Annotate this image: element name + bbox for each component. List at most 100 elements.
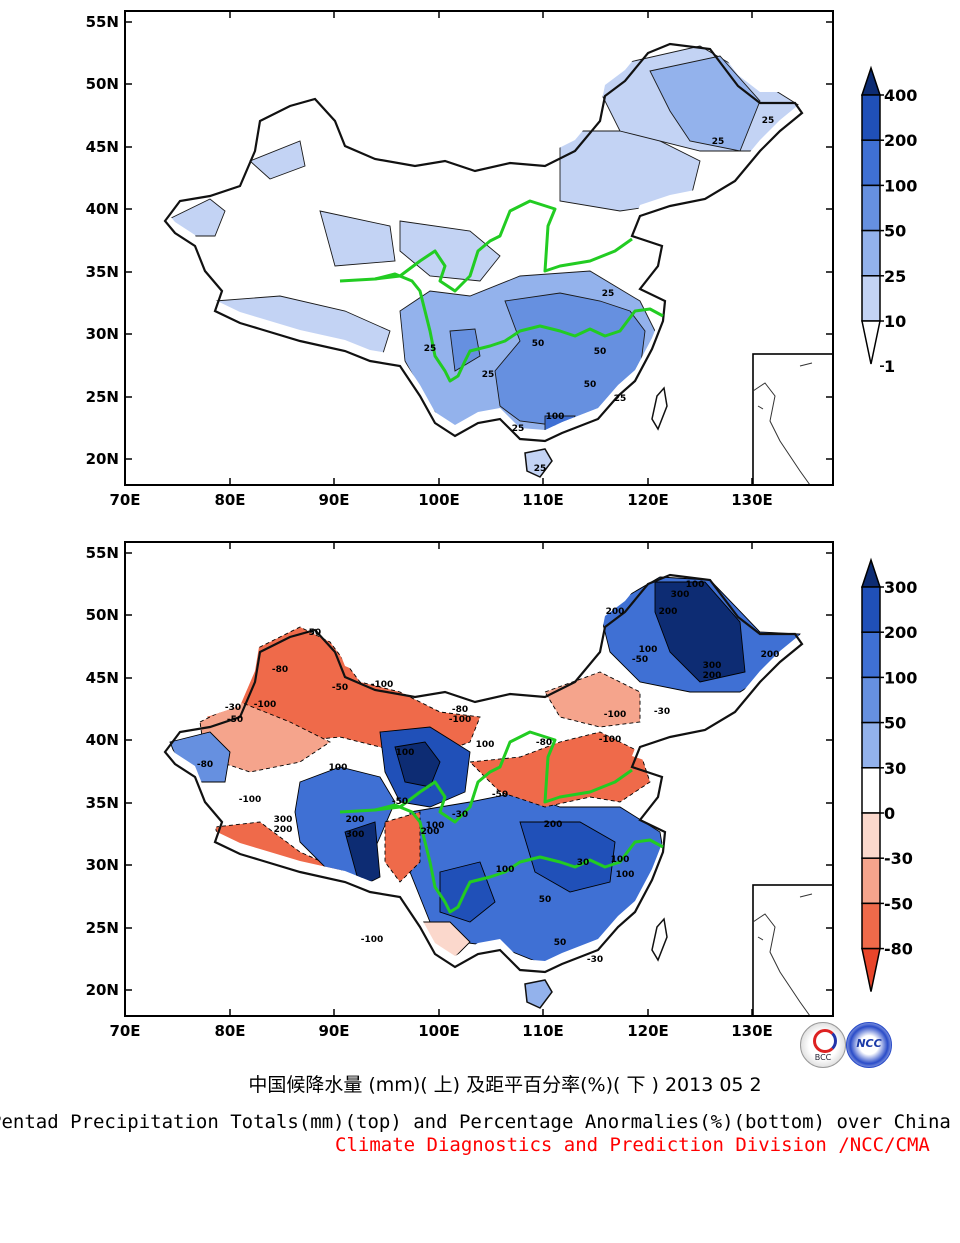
- contour-label: -50: [492, 790, 508, 800]
- contour-label: -100: [361, 935, 384, 945]
- contour-label: -30: [452, 810, 468, 820]
- lat-label: 30N: [86, 325, 119, 343]
- lat-label: 20N: [86, 450, 119, 468]
- contour-label: -80: [536, 738, 552, 748]
- contour-label: -30: [654, 707, 670, 717]
- colorbar-label: 10: [884, 312, 906, 331]
- contour-label: 200: [703, 671, 722, 681]
- contour-label: 300: [671, 590, 690, 600]
- yellow-river: [374, 730, 633, 824]
- colorbar-label: 200: [884, 131, 917, 150]
- contour-label: -100: [599, 735, 622, 745]
- contour-label: 30: [577, 858, 590, 868]
- contour-label: 200: [346, 815, 365, 825]
- lat-label: 50N: [86, 75, 119, 93]
- contour-label: 200: [606, 607, 625, 617]
- lon-label: 130E: [731, 491, 773, 509]
- colorbar-label: -50: [884, 894, 913, 913]
- colorbar-segment: [861, 94, 881, 141]
- contour-region-9: [439, 861, 496, 923]
- colorbar-label: 200: [884, 623, 917, 642]
- contour-label: 100: [611, 855, 630, 865]
- colorbar-label: 25: [884, 267, 906, 286]
- colorbar-segment: [861, 275, 881, 322]
- inset-coastline: [752, 893, 813, 1017]
- lat-label: 40N: [86, 731, 119, 749]
- contour-label: 100: [686, 580, 705, 590]
- contour-label: -50: [227, 715, 243, 725]
- south-china-sea-inset: [752, 884, 834, 1017]
- colorbar-segment: [861, 139, 881, 187]
- lon-label: 80E: [214, 1022, 245, 1040]
- lon-label: 110E: [522, 491, 564, 509]
- lon-label: 100E: [418, 1022, 460, 1040]
- lat-label: 55N: [86, 13, 119, 31]
- map-panel-top: 25 25 25 25 50 50 50 100 25 25 25 25 55N 50N 45N 40N 35N…: [86, 10, 917, 509]
- contour-label: 25: [424, 344, 437, 354]
- contour-label: 25: [534, 464, 547, 474]
- contour-label: 25: [614, 394, 627, 404]
- inset-coastline: [752, 362, 813, 486]
- contour-label: 25: [602, 289, 615, 299]
- contour-label: 200: [274, 825, 293, 835]
- contour-label: 100: [496, 865, 515, 875]
- lat-label: 20N: [86, 981, 119, 999]
- contour-label: 200: [761, 650, 780, 660]
- colorbar-segment: [861, 631, 881, 679]
- contour-label: 100: [546, 412, 565, 422]
- contour-label: 100: [426, 821, 445, 831]
- lon-label: 70E: [109, 491, 140, 509]
- contour-label: -50: [305, 628, 321, 638]
- contour-label: -100: [449, 715, 472, 725]
- lat-label: 45N: [86, 669, 119, 687]
- colorbar-label: 50: [884, 714, 906, 733]
- contour-label: 200: [421, 827, 440, 837]
- inset-frame: [752, 353, 834, 486]
- contour-label: 50: [554, 938, 567, 948]
- lon-label: 100E: [418, 491, 460, 509]
- contour-label: -100: [239, 795, 262, 805]
- lon-label: 120E: [627, 1022, 669, 1040]
- contour-label: 25: [512, 424, 525, 434]
- colorbar-label: 30: [884, 759, 906, 778]
- contour-region-14: [654, 581, 746, 683]
- contour-label: 25: [762, 116, 775, 126]
- contour-label: 100: [639, 645, 658, 655]
- lat-label: 50N: [86, 606, 119, 624]
- lat-label: 30N: [86, 856, 119, 874]
- contour-region-2: [399, 220, 501, 282]
- contour-label: -100: [604, 710, 627, 720]
- contour-label: -100: [254, 700, 277, 710]
- colorbar-segment: [861, 812, 881, 859]
- map-frame: [124, 541, 834, 1017]
- lat-label: 40N: [86, 200, 119, 218]
- contour-region-6: [394, 741, 441, 788]
- colorbar-segment: [861, 184, 881, 232]
- contour-label: 50: [532, 339, 545, 349]
- contour-label: 100: [329, 763, 348, 773]
- yangtze-river: [339, 803, 664, 914]
- bcc-logo-text: BCC: [814, 1053, 832, 1062]
- caption-credit: Climate Diagnostics and Prediction Divis…: [335, 1134, 930, 1156]
- colorbar-segment: [861, 721, 881, 769]
- colorbar-label: 50: [884, 222, 906, 241]
- bcc-logo-icon: BCC: [800, 1022, 846, 1068]
- lat-label: 25N: [86, 388, 119, 406]
- contour-label: -50: [632, 655, 648, 665]
- colorbar-segment: [861, 229, 881, 277]
- contour-region-11: [469, 731, 651, 808]
- colorbar-label: 1: [884, 357, 895, 376]
- colorbar-segment: [861, 767, 881, 814]
- contour-label: -30: [225, 703, 241, 713]
- colorbar-label: 300: [884, 578, 917, 597]
- precip-field: [165, 45, 801, 430]
- contour-label: -100: [371, 680, 394, 690]
- lon-label: 90E: [318, 1022, 349, 1040]
- south-china-sea-inset: [752, 353, 834, 486]
- contour-label: 100: [396, 748, 415, 758]
- lat-label: 35N: [86, 263, 119, 281]
- colorbar-arrow-bottom: [861, 947, 881, 992]
- contour-label: -30: [587, 955, 603, 965]
- colorbar-label: -30: [884, 849, 913, 868]
- colorbar-arrow-bottom: [861, 320, 881, 365]
